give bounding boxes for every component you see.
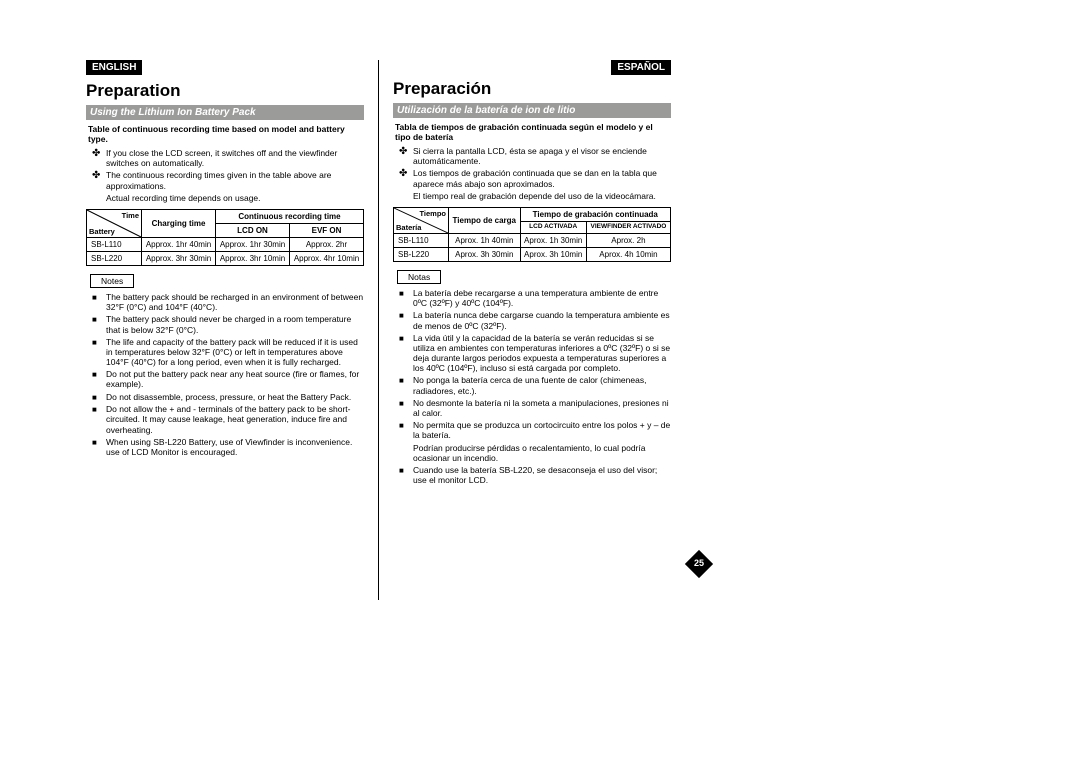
square-icon: ■ <box>92 292 106 312</box>
bullets-top-es: ✤Si cierra la pantalla LCD, ésta se apag… <box>399 146 671 201</box>
notes-label-es: Notas <box>397 270 441 284</box>
lang-tag-en: ENGLISH <box>86 60 142 75</box>
diag-header: Time Battery <box>87 209 142 237</box>
notes-list-en: ■The battery pack should be recharged in… <box>92 292 364 457</box>
subtitle-es: Utilización de la batería de ion de liti… <box>393 103 671 118</box>
subtitle-en: Using the Lithium Ion Battery Pack <box>86 105 364 120</box>
column-spanish: ESPAÑOL Preparación Utilización de la ba… <box>387 60 677 600</box>
th-lcd: LCD ON <box>216 223 290 237</box>
square-icon: ■ <box>399 465 413 485</box>
diamond-icon: ✤ <box>92 170 106 190</box>
lang-tag-es: ESPAÑOL <box>611 60 671 75</box>
bullets-top-en: ✤If you close the LCD screen, it switche… <box>92 148 364 203</box>
diamond-icon: ✤ <box>399 168 413 188</box>
th-charging: Charging time <box>142 209 216 237</box>
th-evf: EVF ON <box>290 223 364 237</box>
th-continuous: Continuous recording time <box>216 209 364 223</box>
subhead-es: Tabla de tiempos de grabación continuada… <box>395 122 669 142</box>
th-charging: Tiempo de carga <box>449 207 521 233</box>
table-row: SB-L110 Aprox. 1h 40min Aprox. 1h 30min … <box>394 233 671 247</box>
table-row: SB-L110 Approx. 1hr 40min Approx. 1hr 30… <box>87 237 364 251</box>
title-es: Preparación <box>393 79 671 99</box>
square-icon: ■ <box>92 314 106 334</box>
diamond-icon: ✤ <box>92 148 106 168</box>
diamond-icon: ✤ <box>399 146 413 166</box>
subhead-en: Table of continuous recording time based… <box>88 124 362 144</box>
square-icon: ■ <box>92 392 106 403</box>
th-lcd: LCD ACTIVADA <box>520 222 586 234</box>
square-icon: ■ <box>92 369 106 389</box>
diag-header: Tiempo Batería <box>394 207 449 233</box>
title-en: Preparation <box>86 81 364 101</box>
square-icon: ■ <box>399 420 413 440</box>
recording-table-es: Tiempo Batería Tiempo de carga Tiempo de… <box>393 207 671 262</box>
table-row: SB-L220 Approx. 3hr 30min Approx. 3hr 10… <box>87 251 364 265</box>
table-row: SB-L220 Aprox. 3h 30min Aprox. 3h 10min … <box>394 247 671 261</box>
notes-label-en: Notes <box>90 274 134 288</box>
square-icon: ■ <box>399 333 413 374</box>
notes-list-es: ■La batería debe recargarse a una temper… <box>399 288 671 485</box>
recording-table-en: Time Battery Charging time Continuous re… <box>86 209 364 266</box>
column-english: ENGLISH Preparation Using the Lithium Io… <box>80 60 370 600</box>
square-icon: ■ <box>399 288 413 308</box>
th-evf: VIEWFINDER ACTIVADO <box>586 222 670 234</box>
th-continuous: Tiempo de grabación continuada <box>520 207 670 221</box>
square-icon: ■ <box>399 398 413 418</box>
square-icon: ■ <box>399 310 413 330</box>
square-icon: ■ <box>92 337 106 368</box>
column-divider <box>378 60 379 600</box>
manual-page: ENGLISH Preparation Using the Lithium Io… <box>80 60 680 600</box>
square-icon: ■ <box>92 404 106 435</box>
square-icon: ■ <box>399 375 413 395</box>
square-icon: ■ <box>92 437 106 457</box>
